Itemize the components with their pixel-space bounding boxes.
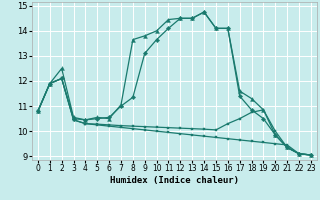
X-axis label: Humidex (Indice chaleur): Humidex (Indice chaleur) [110, 176, 239, 185]
